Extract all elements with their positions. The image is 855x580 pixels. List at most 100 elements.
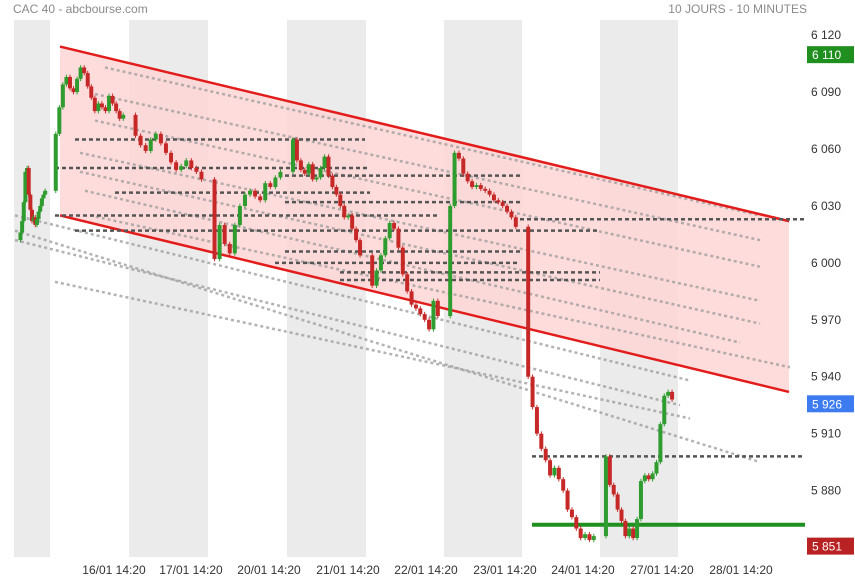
candle-body	[350, 215, 355, 229]
candle-body	[539, 433, 544, 449]
low-price-label: 5 851	[812, 540, 842, 554]
candle-body	[169, 152, 174, 163]
horizontal-levels	[55, 138, 805, 527]
candle-body	[26, 168, 31, 195]
candle-body	[431, 300, 436, 330]
candle-body	[294, 139, 299, 161]
candle-body	[405, 274, 410, 292]
candle-body	[658, 424, 663, 463]
price-badges: 6 110 5 926 5 851	[807, 46, 854, 555]
candle-body	[465, 173, 470, 182]
candle-body	[322, 156, 327, 169]
candle-body	[461, 158, 466, 174]
channel-fill	[60, 46, 789, 392]
trend-dotted-line	[104, 66, 761, 217]
candle-body	[552, 467, 557, 476]
candle-body	[53, 133, 58, 191]
candle-body	[534, 407, 539, 434]
candle-body	[253, 190, 258, 197]
candle-body	[509, 211, 514, 218]
candle-body	[28, 194, 33, 210]
candle-body	[121, 114, 126, 119]
candle-body	[505, 205, 510, 212]
candle-body	[574, 517, 579, 529]
candle-body	[607, 456, 612, 485]
candle-body	[194, 168, 199, 172]
y-tick-label: 6 030	[811, 199, 841, 213]
candle-body	[569, 509, 574, 518]
candle-body	[273, 177, 278, 187]
candle-body	[470, 181, 475, 187]
candle-body	[491, 194, 496, 201]
candle-body	[409, 291, 414, 305]
candle-body	[75, 78, 80, 93]
candle-body	[646, 475, 651, 480]
price-axis: 6 120 6 090 6 060 6 030 6 000 5 970 5 940 5 910…	[811, 28, 841, 497]
trend-dotted-line	[14, 214, 691, 382]
candle-body	[227, 243, 232, 254]
candle-body	[474, 185, 479, 187]
candle-body	[427, 319, 432, 330]
candle-body	[217, 224, 222, 260]
candle-body	[310, 164, 315, 180]
x-tick-label: 20/01 14:20	[237, 563, 301, 577]
candle-body	[318, 168, 323, 178]
candle-body	[82, 67, 87, 74]
candle-body	[92, 97, 97, 112]
x-tick-label: 28/01 14:20	[709, 563, 773, 577]
candle-body	[117, 111, 122, 119]
channel-upper-line	[59, 45, 790, 223]
candle-body	[199, 171, 204, 180]
session-band	[14, 20, 50, 557]
candle-body	[114, 103, 119, 112]
candle-body	[392, 223, 397, 229]
candle-body	[248, 190, 253, 195]
candle-body	[232, 224, 237, 254]
x-tick-label: 22/01 14:20	[394, 563, 458, 577]
candle-body	[237, 205, 242, 225]
candle-body	[396, 228, 401, 248]
candle-body	[358, 240, 363, 256]
candle-body	[530, 376, 535, 408]
candle-body	[107, 95, 112, 112]
candle-body	[41, 194, 46, 199]
y-tick-label: 6 060	[811, 142, 841, 156]
candle-body	[435, 300, 440, 317]
candle-body	[330, 175, 335, 187]
candle-body	[21, 202, 26, 222]
low-price-badge	[807, 537, 854, 555]
candle-body	[578, 528, 583, 539]
candle-body	[96, 103, 101, 112]
y-tick-label: 5 910	[811, 427, 841, 441]
candle-body	[212, 179, 217, 260]
candle-body	[64, 76, 69, 85]
trend-channel	[14, 45, 791, 464]
candle-body	[103, 107, 108, 112]
candle-body	[642, 475, 647, 482]
candle-body	[158, 133, 163, 144]
x-tick-label: 21/01 14:20	[316, 563, 380, 577]
y-tick-label: 6 090	[811, 85, 841, 99]
candle-body	[38, 205, 43, 212]
candle-body	[383, 238, 388, 256]
candle-body	[496, 200, 501, 203]
candle-body	[591, 536, 596, 540]
y-tick-label: 6 000	[811, 256, 841, 270]
candle-body	[338, 194, 343, 206]
candle-body	[163, 143, 168, 153]
channel-lower-line	[59, 214, 790, 394]
candle-body	[452, 152, 457, 206]
candle-body	[638, 481, 643, 520]
candle-body	[565, 490, 570, 510]
candle-body	[222, 224, 227, 244]
date-axis: 16/01 14:20 17/01 14:20 20/01 14:20 21/01 1…	[82, 563, 773, 577]
candle-body	[57, 107, 62, 134]
candle-body	[314, 177, 319, 180]
candle-body	[456, 152, 461, 159]
candle-body	[623, 520, 628, 537]
candle-body	[278, 171, 283, 178]
candle-body	[548, 460, 553, 476]
candle-body	[184, 160, 189, 167]
candle-body	[543, 448, 548, 461]
